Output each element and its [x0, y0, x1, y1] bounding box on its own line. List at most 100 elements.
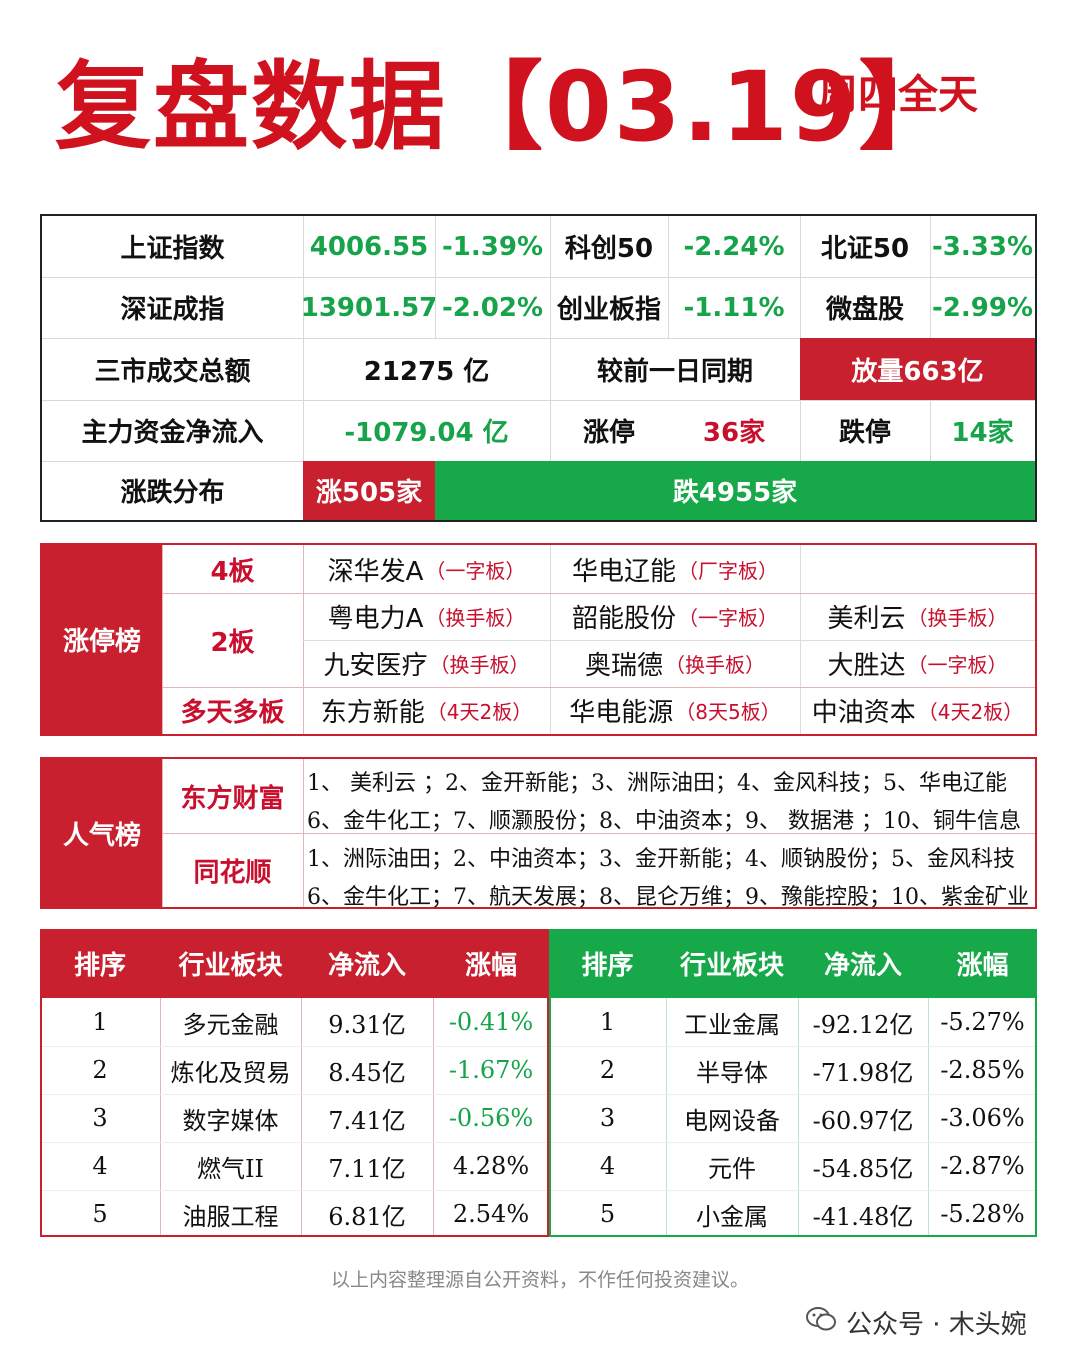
- index-label-star50: 科创50: [564, 234, 654, 264]
- outflow-rank-cell: 4: [599, 1152, 616, 1180]
- index-change-microcap: -2.99%: [932, 292, 1033, 323]
- distribution-label: 涨跌分布: [120, 478, 225, 508]
- outflow-flow-cell: -54.85亿: [812, 1154, 914, 1183]
- limitdown-label: 跌停: [838, 418, 891, 448]
- index-value-sse: 4006.55: [309, 231, 429, 262]
- outflow-rank-cell: 5: [599, 1200, 616, 1228]
- index-value-szse: 13901.57: [303, 292, 435, 323]
- index-label-microcap: 微盘股: [825, 295, 904, 325]
- inflow-flow-cell: 9.31亿: [328, 1010, 406, 1039]
- index-change-sse: -1.39%: [442, 231, 543, 262]
- outflow-name-cell: 电网设备: [684, 1106, 780, 1135]
- inflow-change-cell: -0.41%: [448, 1008, 534, 1036]
- popularity-line: 6、金牛化工；7、航天发展；8、昆仑万维；9、豫能控股；10、紫金矿业: [307, 885, 1029, 910]
- inflow-header-change: 涨幅: [464, 951, 517, 981]
- source-label-eastmoney: 东方财富: [180, 783, 285, 814]
- outflow-flow-cell: -60.97亿: [812, 1106, 914, 1135]
- outflow-name-cell: 小金属: [696, 1202, 768, 1231]
- sector-flow-table: 排序 行业板块 净流入 涨幅 排序 行业板块 净流入 涨幅 1 多元金融 9.31亿…: [40, 929, 1037, 1237]
- source-label-ths: 同花顺: [193, 857, 272, 888]
- compare-label: 较前一日同期: [596, 356, 753, 387]
- index-label-chinext: 创业板指: [556, 295, 661, 325]
- outflow-change-cell: -5.27%: [940, 1008, 1025, 1036]
- turnover-label: 三市成交总额: [94, 356, 251, 387]
- stock-item: 九安医疗 （换手板）: [323, 651, 530, 681]
- mainflow-value: -1079.04 亿: [344, 418, 509, 448]
- inflow-name-cell: 数字媒体: [182, 1106, 279, 1135]
- index-label-bse50: 北证50: [820, 234, 910, 264]
- distribution-down-bar: 跌4955家: [435, 461, 1035, 520]
- limitup-value: 36家: [702, 418, 766, 448]
- inflow-name-cell: 炼化及贸易: [170, 1058, 291, 1087]
- stock-item: 华电能源 （8天5板）: [569, 698, 781, 728]
- index-change-star50: -2.24%: [683, 231, 785, 262]
- stock-item: 东方新能 （4天2板）: [320, 698, 533, 728]
- outflow-flow-cell: -41.48亿: [812, 1202, 914, 1231]
- inflow-flow-cell: 7.41亿: [328, 1106, 406, 1135]
- popularity-line: 6、金牛化工；7、顺灏股份；8、中油资本；9、 数据港 ；10、铜牛信息: [307, 809, 1021, 834]
- stock-item: 大胜达 （一字板）: [827, 651, 1008, 681]
- watermark-text: 公众号 · 木头婉: [846, 1310, 1027, 1340]
- outflow-rank-cell: 2: [599, 1056, 616, 1084]
- inflow-rank-cell: 2: [92, 1056, 108, 1084]
- stock-item: 美利云 （换手板）: [827, 604, 1008, 634]
- inflow-rank-cell: 5: [92, 1200, 108, 1228]
- wechat-icon: [806, 1306, 836, 1339]
- popularity-title: 人气榜: [42, 759, 162, 907]
- outflow-flow-cell: -71.98亿: [812, 1058, 914, 1087]
- popularity-line: 1、洲际油田；2、中油资本；3、金开新能；4、顺钠股份；5、金风科技: [307, 847, 1015, 872]
- inflow-header-flow: 净流入: [327, 951, 406, 981]
- inflow-change-cell: -0.56%: [448, 1104, 534, 1132]
- turnover-value: 21275 亿: [363, 356, 490, 387]
- limitdown-value: 14家: [951, 418, 1014, 448]
- market-overview-table: 上证指数 4006.55 -1.39% 科创50 -2.24% 北证50 -3.…: [40, 214, 1037, 522]
- outflow-change-cell: -5.28%: [940, 1200, 1025, 1228]
- disclaimer: 以上内容整理源自公开资料，不作任何投资建议。: [330, 1269, 749, 1291]
- inflow-name-cell: 油服工程: [182, 1202, 279, 1231]
- outflow-header-rank: 排序: [581, 951, 634, 981]
- inflow-name-cell: 燃气II: [197, 1154, 264, 1183]
- limit-up-board-table: 涨停榜 4板 2板 多天多板 深华发A （一字板） 华电辽能 （厂字板） 粤电力A （…: [40, 543, 1037, 736]
- stock-item: 奥瑞德 （换手板）: [584, 651, 765, 681]
- index-change-chinext: -1.11%: [683, 292, 785, 323]
- index-label-szse: 深证成指: [120, 295, 225, 325]
- inflow-flow-cell: 8.45亿: [328, 1058, 406, 1087]
- inflow-rank-cell: 4: [92, 1152, 108, 1180]
- index-change-bse50: -3.33%: [932, 231, 1033, 262]
- level-label-4: 4板: [210, 556, 255, 587]
- compare-value-badge: 放量663亿: [800, 338, 1035, 400]
- inflow-flow-cell: 7.11亿: [328, 1154, 406, 1183]
- outflow-change-cell: -3.06%: [940, 1104, 1025, 1132]
- outflow-change-cell: -2.85%: [940, 1056, 1025, 1084]
- outflow-change-cell: -2.87%: [940, 1152, 1025, 1180]
- inflow-flow-cell: 6.81亿: [328, 1202, 406, 1231]
- inflow-rank-cell: 1: [92, 1008, 108, 1036]
- popularity-line: 1、 美利云 ；2、金开新能；3、洲际油田；4、金风科技；5、华电辽能: [307, 771, 1007, 796]
- stock-item: 中油资本 （4天2板）: [811, 698, 1024, 728]
- inflow-header-rank: 排序: [73, 951, 126, 981]
- index-label-sse: 上证指数: [120, 234, 225, 264]
- inflow-change-cell: 4.28%: [452, 1152, 530, 1180]
- outflow-flow-cell: -92.12亿: [812, 1010, 914, 1039]
- limitup-label: 涨停: [582, 418, 635, 448]
- watermark: 公众号 · 木头婉: [806, 1304, 1027, 1341]
- mainflow-label: 主力资金净流入: [81, 418, 264, 448]
- outflow-header-flow: 净流入: [823, 951, 902, 981]
- outflow-name-cell: 半导体: [696, 1058, 768, 1087]
- stock-item: 韶能股份 （一字板）: [571, 604, 778, 634]
- distribution-up-bar: 涨505家: [303, 461, 435, 520]
- inflow-header-sector: 行业板块: [178, 951, 283, 981]
- outflow-rank-cell: 1: [599, 1008, 616, 1036]
- popularity-table: 人气榜 东方财富 同花顺 1、 美利云 ；2、金开新能；3、洲际油田；4、金风科…: [40, 757, 1037, 910]
- inflow-change-cell: 2.54%: [452, 1200, 530, 1228]
- outflow-rank-cell: 3: [599, 1104, 616, 1132]
- outflow-header-change: 涨幅: [956, 951, 1009, 981]
- inflow-name-cell: 多元金融: [182, 1010, 279, 1039]
- outflow-header-sector: 行业板块: [679, 951, 784, 981]
- level-label-multi: 多天多板: [180, 698, 285, 728]
- outflow-name-cell: 工业金属: [684, 1010, 780, 1039]
- stock-item: 华电辽能 （厂字板）: [571, 556, 778, 587]
- page-title: 复盘数据【03.19】: [55, 51, 957, 163]
- inflow-rank-cell: 3: [92, 1104, 108, 1132]
- stock-item: 深华发A （一字板）: [327, 556, 526, 587]
